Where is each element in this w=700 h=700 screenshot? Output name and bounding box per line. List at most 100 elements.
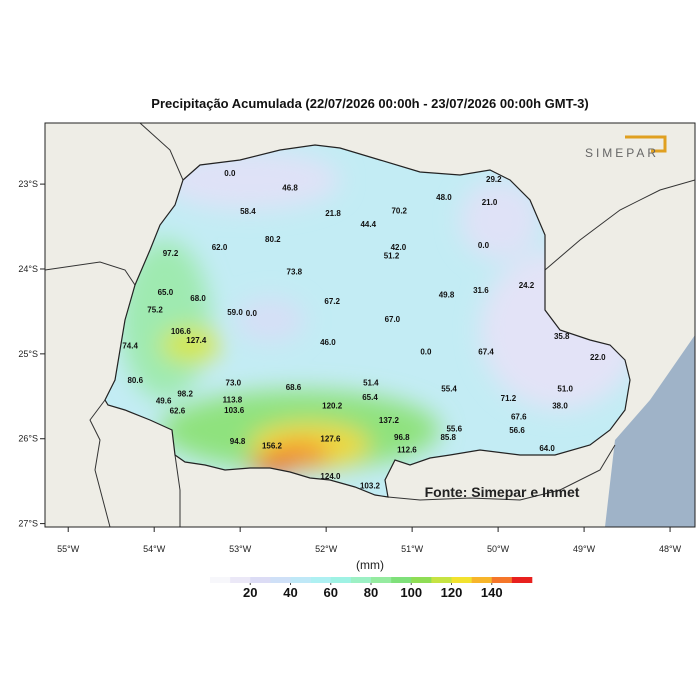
station-value: 67.0 (385, 315, 401, 324)
station-value: 156.2 (262, 441, 283, 450)
station-value: 73.0 (226, 379, 242, 388)
y-tick-label: 23°S (18, 179, 38, 189)
border (544, 179, 695, 271)
colorbar-segment (411, 577, 432, 583)
border (174, 454, 181, 527)
colorbar-segment (371, 577, 392, 583)
logo: SIMEPAR (585, 135, 667, 160)
station-value: 67.6 (511, 413, 527, 422)
ocean (605, 335, 695, 527)
station-value: 51.4 (363, 379, 379, 388)
colorbar-label: 20 (243, 585, 257, 600)
station-value: 65.0 (158, 288, 174, 297)
colorbar-segment (270, 577, 291, 583)
y-tick-label: 25°S (18, 349, 38, 359)
station-value: 70.2 (391, 206, 407, 215)
y-tick-label: 24°S (18, 264, 38, 274)
border (45, 261, 136, 286)
station-value: 112.6 (397, 446, 417, 455)
y-tick-label: 27°S (18, 519, 38, 529)
border (89, 399, 111, 527)
station-value: 58.4 (240, 207, 256, 216)
station-value: 103.6 (224, 406, 245, 415)
logo-text: SIMEPAR (585, 146, 659, 160)
colorbar-segment (210, 577, 231, 583)
station-value: 74.4 (122, 341, 138, 350)
station-value: 0.0 (224, 169, 236, 178)
station-value: 73.8 (287, 267, 303, 276)
station-value: 80.2 (265, 235, 281, 244)
station-value: 127.6 (320, 435, 341, 444)
station-value: 24.2 (519, 281, 535, 290)
station-value: 137.2 (379, 416, 400, 425)
colorbar-segment (330, 577, 352, 583)
station-value: 120.2 (322, 402, 343, 411)
colorbar-label: 60 (324, 585, 338, 600)
station-value: 106.6 (171, 327, 192, 336)
colorbar-segment (491, 577, 513, 583)
station-value: 62.0 (212, 243, 228, 252)
colorbar-unit: (mm) (356, 558, 384, 572)
x-tick-label: 51°W (401, 544, 424, 554)
colorbar-label: 100 (400, 585, 422, 600)
x-tick-label: 55°W (57, 544, 80, 554)
station-value: 98.2 (177, 390, 193, 399)
station-value: 35.8 (554, 332, 570, 341)
station-value: 75.2 (147, 306, 163, 315)
station-value: 0.0 (478, 241, 490, 250)
colorbar-label: 40 (283, 585, 297, 600)
station-value: 46.8 (282, 183, 298, 192)
x-tick-label: 48°W (659, 544, 682, 554)
station-value: 22.0 (590, 353, 606, 362)
station-value: 48.0 (436, 193, 452, 202)
station-value: 62.6 (170, 407, 186, 416)
station-value: 0.0 (246, 309, 258, 318)
station-value: 103.2 (360, 481, 381, 490)
station-value: 67.2 (324, 297, 340, 306)
y-tick-label: 26°S (18, 434, 38, 444)
station-value: 49.6 (156, 396, 172, 405)
station-value: 42.0 (391, 243, 407, 252)
station-value: 29.2 (486, 175, 502, 184)
colorbar-segment (310, 577, 332, 583)
colorbar-label: 120 (441, 585, 463, 600)
station-value: 59.0 (227, 308, 243, 317)
station-value: 68.6 (286, 383, 302, 392)
station-value: 44.4 (360, 220, 376, 229)
source-text: Fonte: Simepar e Inmet (425, 484, 580, 500)
station-value: 68.0 (190, 294, 206, 303)
station-value: 113.8 (223, 396, 243, 405)
station-value: 21.0 (482, 198, 498, 207)
colorbar-segment (391, 577, 412, 583)
map-frame (44, 122, 696, 528)
x-tick-label: 50°W (487, 544, 510, 554)
station-value: 51.2 (384, 251, 400, 260)
station-value: 46.0 (320, 338, 336, 347)
station-value: 64.0 (539, 444, 555, 453)
station-value: 80.6 (127, 376, 143, 385)
map-area (45, 123, 695, 527)
station-value: 56.6 (509, 426, 525, 435)
x-tick-label: 49°W (573, 544, 596, 554)
station-value: 55.6 (446, 425, 462, 434)
map-title: Precipitação Acumulada (22/07/2026 00:00… (151, 96, 588, 111)
station-value: 71.2 (501, 394, 517, 403)
x-tick-label: 54°W (143, 544, 166, 554)
x-tick-label: 52°W (315, 544, 338, 554)
station-value: 127.4 (186, 336, 207, 345)
station-value: 0.0 (420, 347, 432, 356)
station-value: 38.0 (552, 402, 568, 411)
generated: 55°W 54°W 53°W 52°W 51°W 50°W 49°W 48°W 23°S 24°S… (18, 169, 681, 600)
station-value: 85.8 (440, 433, 456, 442)
colorbar-segment (451, 577, 472, 583)
station-value: 124.0 (320, 472, 341, 481)
colorbar-label: 140 (481, 585, 503, 600)
colorbar-segment (290, 577, 311, 583)
colorbar-segment (250, 577, 271, 583)
station-value: 49.8 (439, 290, 455, 299)
colorbar-segment (230, 577, 251, 583)
x-tick-label: 53°W (229, 544, 252, 554)
border (387, 444, 616, 501)
station-value: 97.2 (163, 249, 179, 258)
